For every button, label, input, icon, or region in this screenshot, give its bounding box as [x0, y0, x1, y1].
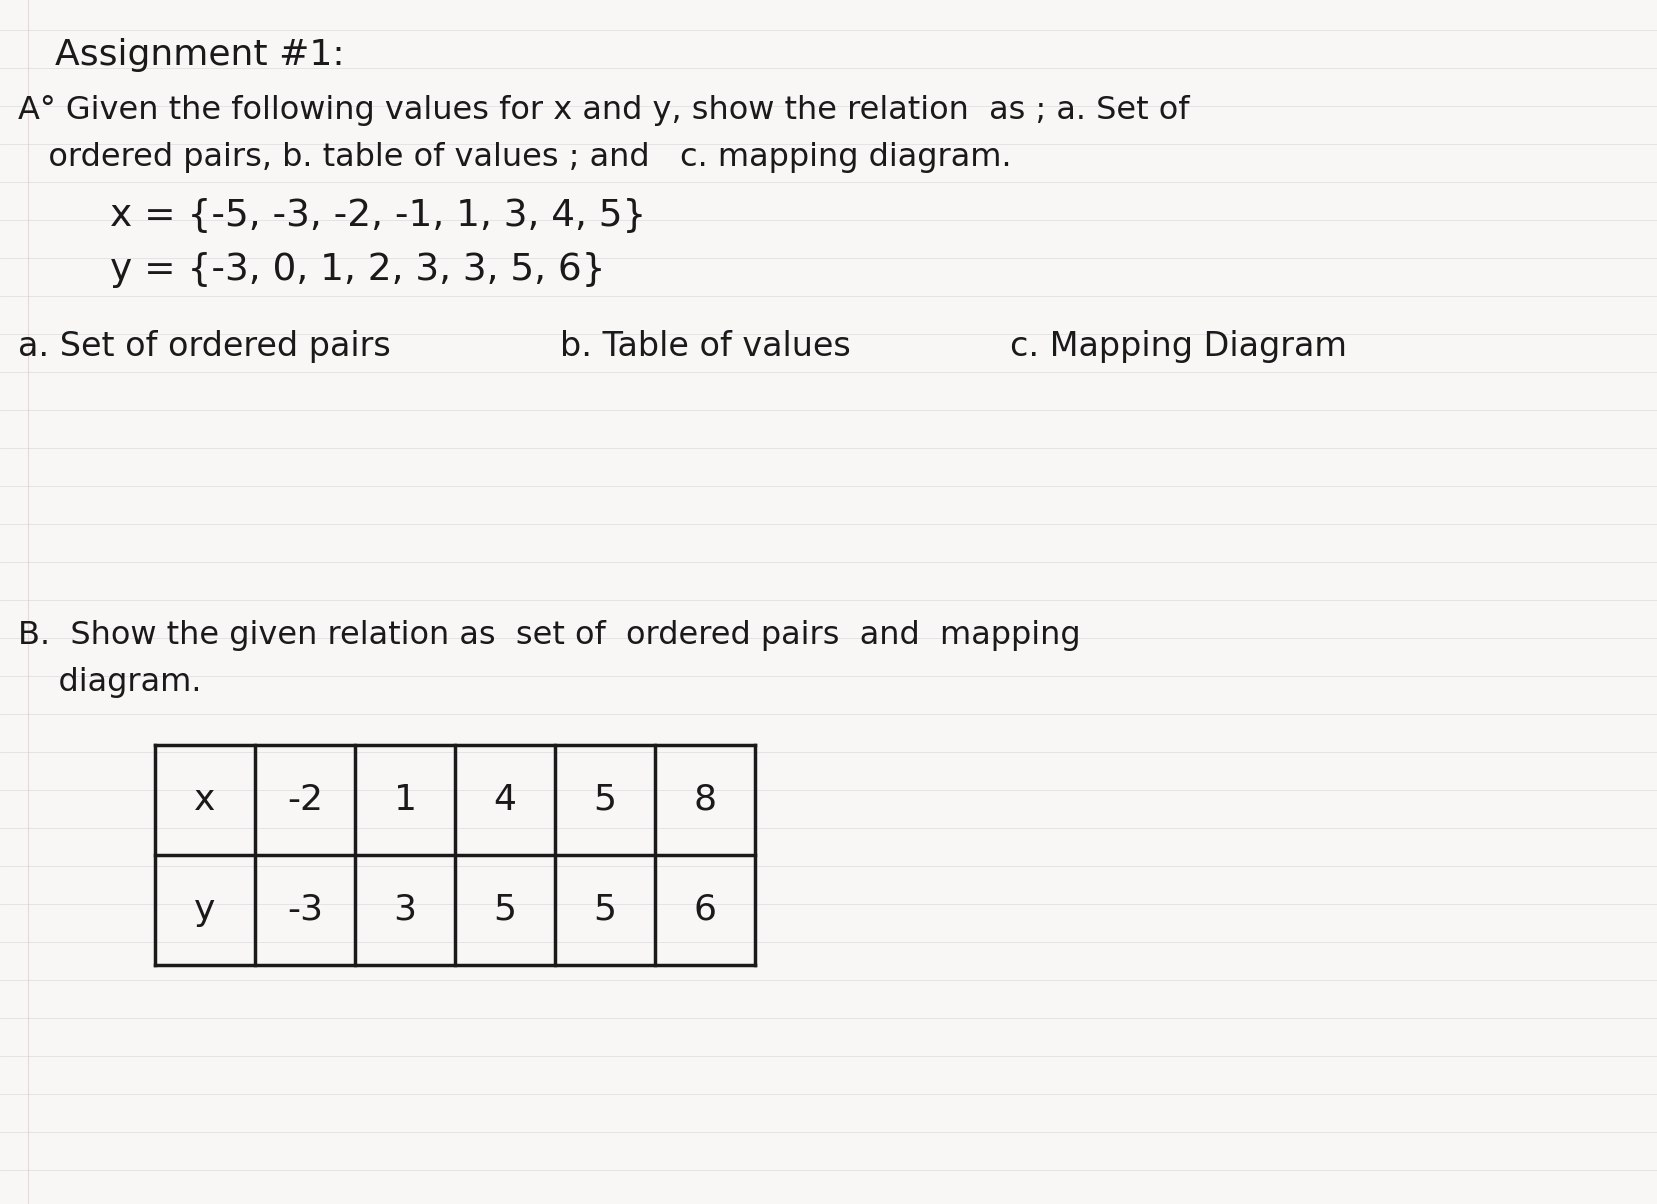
Text: A° Given the following values for x and y, show the relation  as ; a. Set of: A° Given the following values for x and … — [18, 95, 1190, 126]
Text: c. Mapping Diagram: c. Mapping Diagram — [1011, 330, 1347, 362]
Text: 3: 3 — [393, 893, 416, 927]
Text: x = {-5, -3, -2, -1, 1, 3, 4, 5}: x = {-5, -3, -2, -1, 1, 3, 4, 5} — [109, 197, 646, 234]
Text: x: x — [194, 783, 215, 818]
Text: y: y — [194, 893, 215, 927]
Text: -2: -2 — [287, 783, 323, 818]
Text: 5: 5 — [593, 893, 616, 927]
Text: B.  Show the given relation as  set of  ordered pairs  and  mapping: B. Show the given relation as set of ord… — [18, 620, 1080, 651]
Text: 1: 1 — [393, 783, 416, 818]
Text: 5: 5 — [494, 893, 517, 927]
Text: 5: 5 — [593, 783, 616, 818]
Text: diagram.: diagram. — [18, 667, 202, 698]
Text: 8: 8 — [693, 783, 716, 818]
Text: y = {-3, 0, 1, 2, 3, 3, 5, 6}: y = {-3, 0, 1, 2, 3, 3, 5, 6} — [109, 252, 605, 288]
Text: 4: 4 — [494, 783, 517, 818]
Text: a. Set of ordered pairs: a. Set of ordered pairs — [18, 330, 391, 362]
Text: b. Table of values: b. Table of values — [560, 330, 850, 362]
Text: -3: -3 — [287, 893, 323, 927]
Text: Assignment #1:: Assignment #1: — [55, 39, 345, 72]
Text: 6: 6 — [694, 893, 716, 927]
Text: ordered pairs, b. table of values ; and   c. mapping diagram.: ordered pairs, b. table of values ; and … — [18, 142, 1012, 173]
